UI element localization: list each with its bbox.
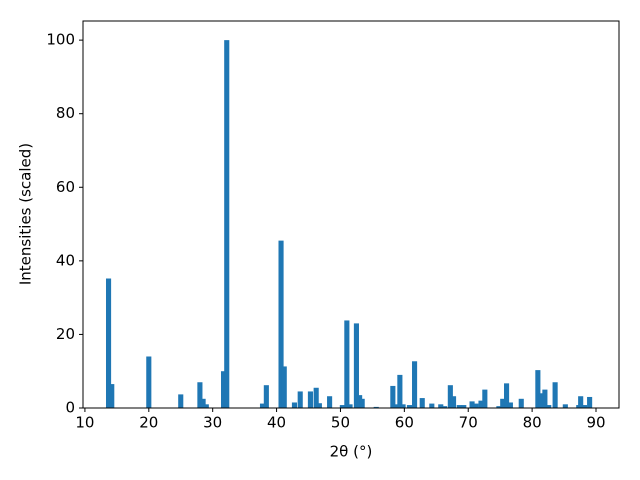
bar — [500, 398, 506, 408]
bar — [307, 391, 313, 408]
bar — [562, 404, 568, 408]
x-axis-label: 2θ (°) — [330, 443, 373, 461]
bar — [429, 403, 435, 408]
bar — [344, 320, 350, 408]
bar — [359, 398, 365, 408]
bar — [412, 361, 418, 408]
bar — [373, 406, 379, 408]
bar — [109, 384, 115, 408]
bar — [313, 387, 319, 408]
x-tick-label: 90 — [586, 414, 605, 432]
x-tick-label: 10 — [75, 414, 94, 432]
bar — [203, 404, 209, 408]
bar — [419, 398, 425, 408]
bar — [390, 385, 396, 408]
bar — [259, 403, 266, 408]
x-tick-label: 40 — [267, 414, 286, 432]
bar — [447, 385, 453, 408]
bar — [197, 382, 203, 408]
bar — [224, 40, 230, 409]
bar — [535, 370, 541, 408]
bar — [220, 371, 227, 408]
y-tick-label: 20 — [56, 325, 75, 343]
x-tick-label: 50 — [331, 414, 350, 432]
y-tick-label: 60 — [56, 178, 75, 196]
y-tick-label: 100 — [46, 31, 75, 49]
bar — [105, 278, 112, 408]
bar — [504, 383, 510, 408]
bar — [291, 402, 298, 408]
bar — [281, 366, 287, 408]
bar — [438, 404, 444, 408]
y-axis-label: Intensities (scaled) — [17, 143, 35, 285]
bar — [587, 396, 593, 408]
bar — [542, 389, 548, 408]
bar — [461, 405, 467, 408]
bar — [456, 405, 462, 408]
bar — [397, 374, 403, 408]
bar — [507, 402, 513, 408]
bar — [393, 404, 399, 408]
bar — [353, 323, 359, 408]
plot-frame — [82, 20, 620, 409]
bar — [200, 398, 206, 408]
bar — [339, 405, 345, 408]
bar — [450, 396, 457, 408]
bar — [496, 406, 502, 408]
x-tick-label: 30 — [203, 414, 222, 432]
bar — [406, 405, 413, 408]
bar — [263, 385, 269, 408]
bar — [316, 403, 322, 408]
bar — [400, 404, 406, 408]
bar — [552, 382, 558, 408]
y-tick-label: 0 — [65, 399, 75, 417]
x-tick-label: 70 — [459, 414, 478, 432]
bar — [146, 356, 152, 408]
bar — [347, 404, 353, 408]
bar — [469, 401, 475, 408]
bar — [518, 398, 524, 408]
bar — [482, 389, 488, 408]
x-tick-label: 60 — [395, 414, 414, 432]
bar — [546, 405, 552, 408]
bar — [478, 400, 484, 408]
y-tick-label: 80 — [56, 104, 75, 122]
y-tick-label: 40 — [56, 251, 75, 269]
x-tick-label: 20 — [139, 414, 158, 432]
x-tick-label: 80 — [523, 414, 542, 432]
bar — [178, 394, 184, 408]
bar — [581, 405, 588, 408]
bar — [278, 240, 284, 408]
bar — [538, 393, 544, 408]
bar — [578, 396, 584, 408]
bar — [297, 391, 303, 408]
bar — [473, 403, 479, 408]
bar — [327, 396, 333, 408]
bar — [442, 406, 448, 408]
